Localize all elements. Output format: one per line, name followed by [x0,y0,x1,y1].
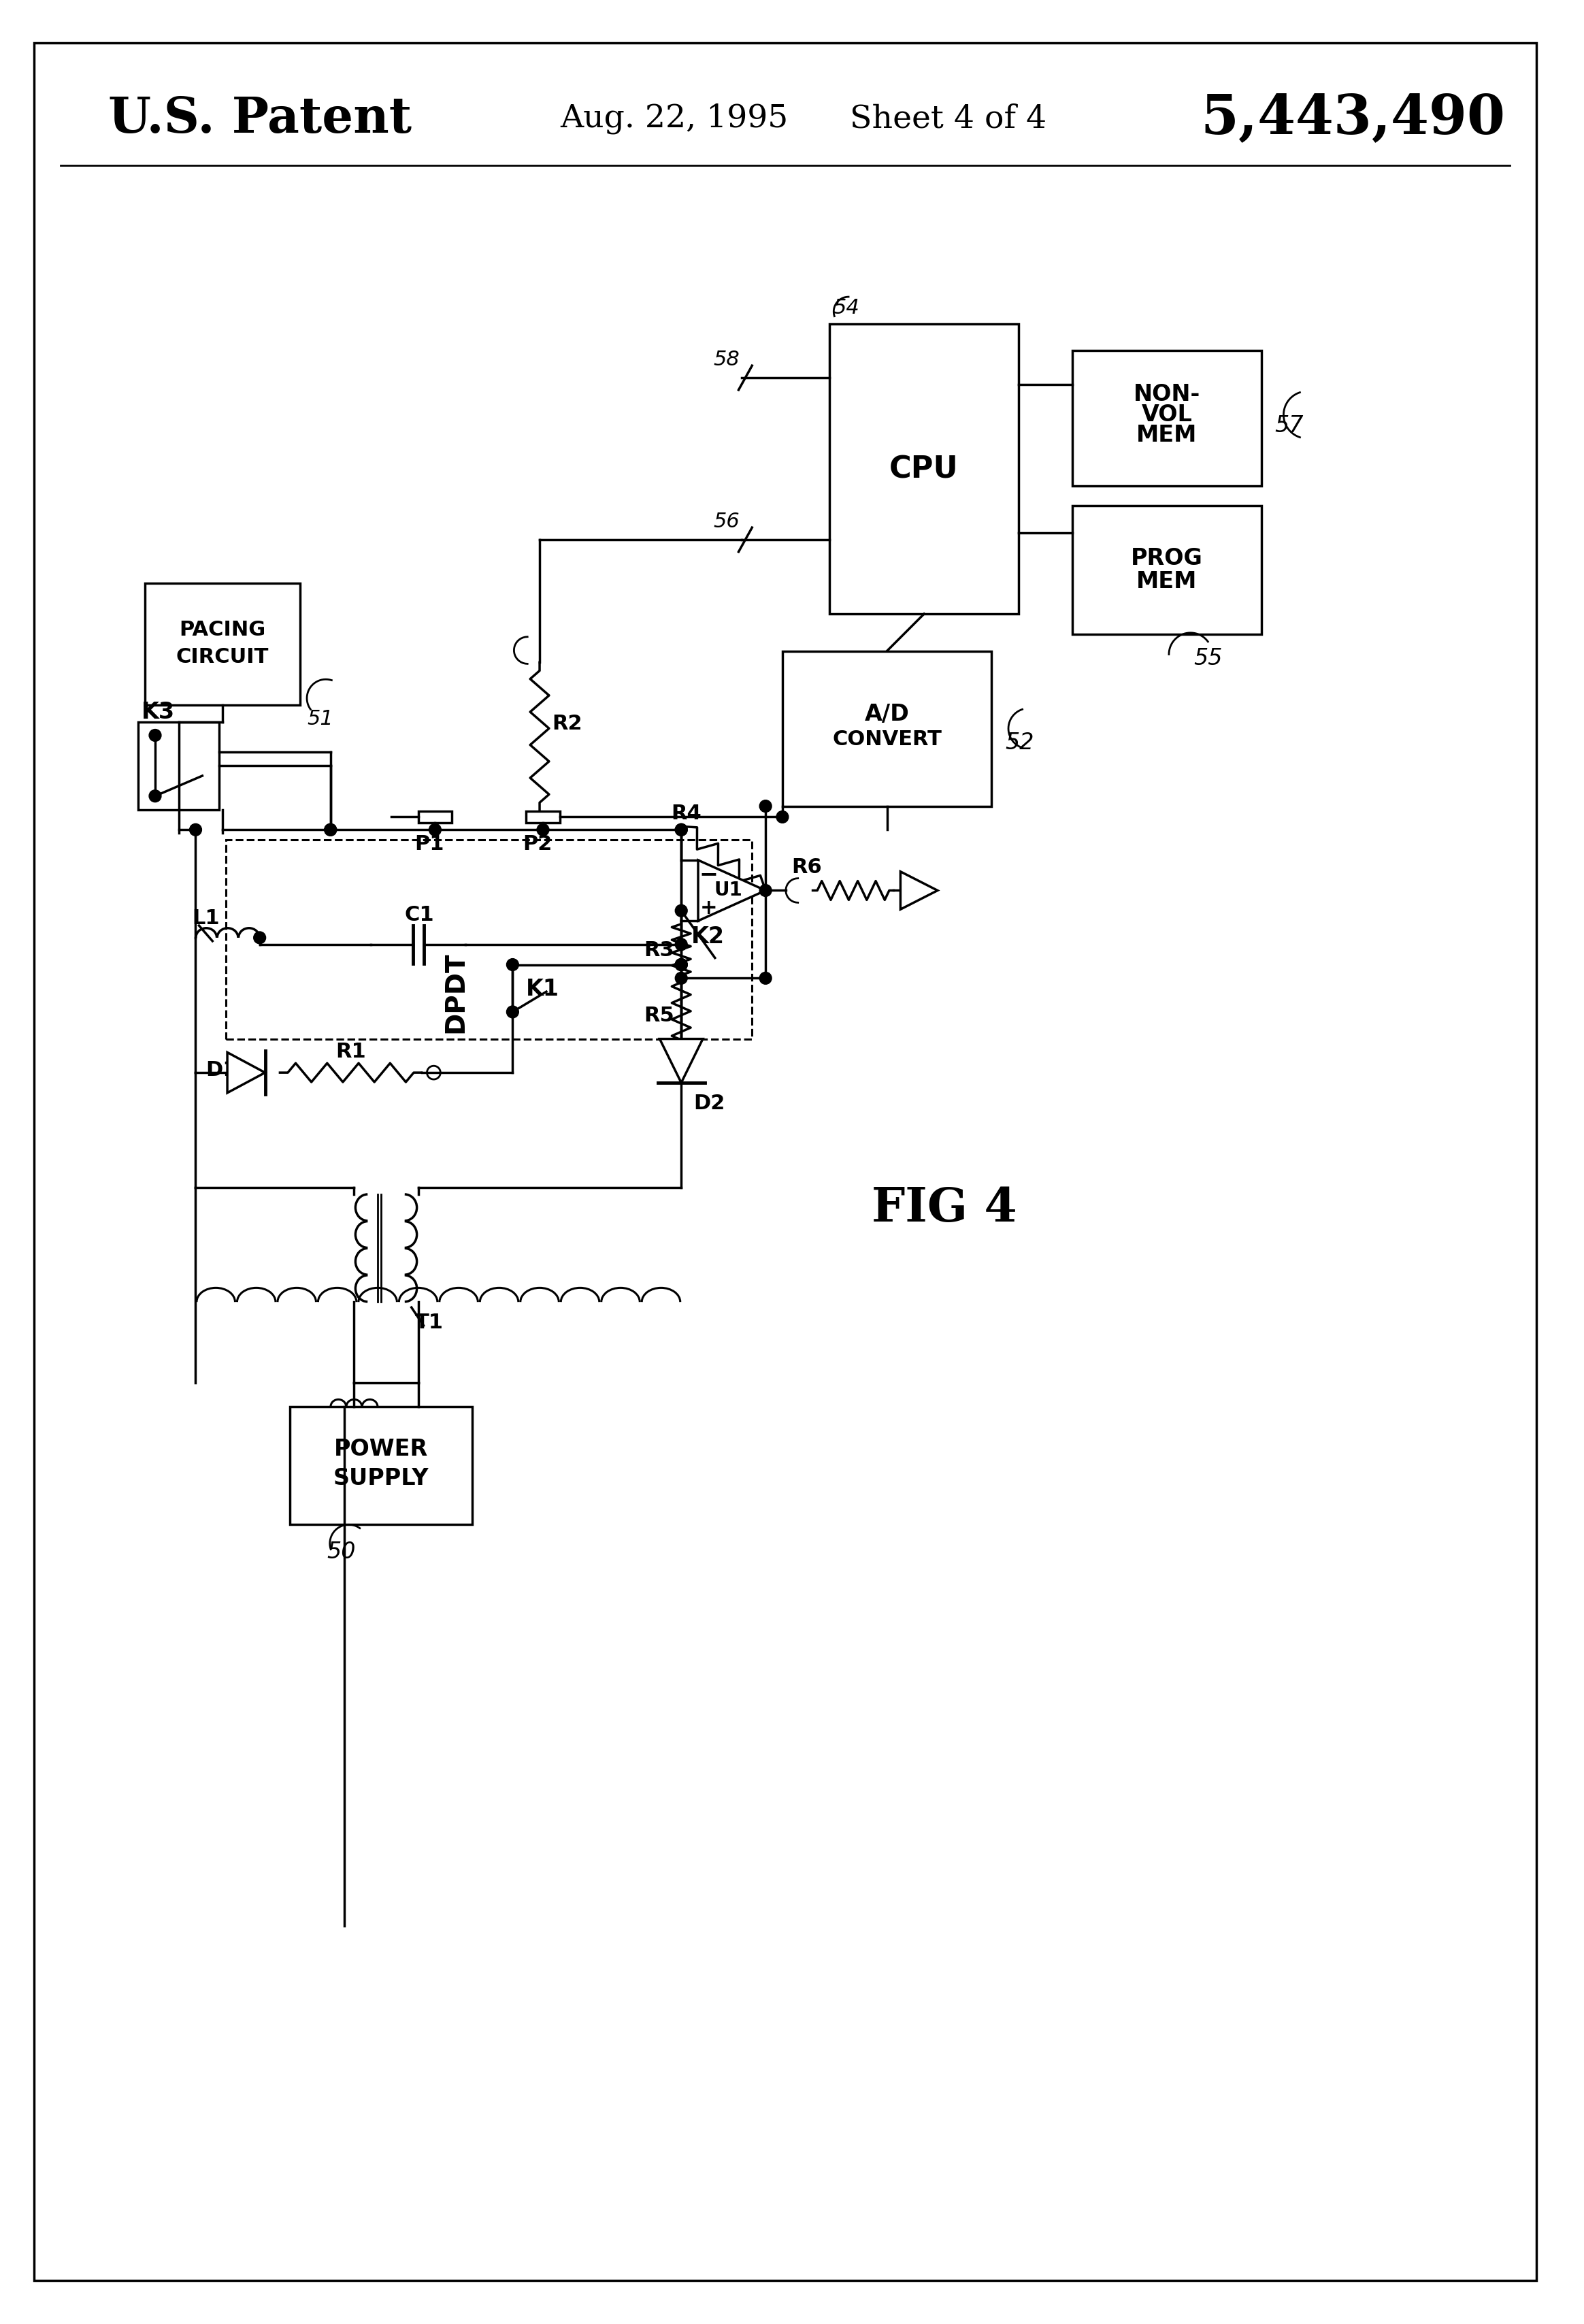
Text: 52: 52 [1004,732,1034,753]
Circle shape [675,825,687,837]
Text: DPDT: DPDT [442,951,469,1032]
Text: POWER: POWER [334,1439,428,1459]
Text: 51: 51 [307,709,333,730]
Bar [146,583,299,706]
Polygon shape [659,1039,703,1083]
Text: T1: T1 [415,1313,444,1332]
Bar [782,651,992,806]
Bar [418,811,451,823]
Text: K3: K3 [141,702,176,723]
Circle shape [537,825,550,837]
Text: 58: 58 [714,349,740,370]
Text: 55: 55 [1194,646,1223,669]
Text: P1: P1 [415,834,445,853]
Circle shape [776,811,789,823]
Text: VOL: VOL [1142,404,1193,425]
Text: R4: R4 [672,804,702,823]
Text: FIG 4: FIG 4 [871,1185,1017,1232]
Text: L1: L1 [192,909,220,927]
Circle shape [190,825,201,837]
Polygon shape [228,1053,265,1092]
Circle shape [429,825,440,837]
Circle shape [149,730,162,741]
Text: PROG: PROG [1131,546,1202,569]
Polygon shape [699,860,765,920]
Circle shape [507,1006,518,1018]
Text: MEM: MEM [1136,423,1198,446]
Circle shape [759,971,771,985]
Circle shape [675,960,687,971]
Circle shape [675,939,687,951]
Text: U.S. Patent: U.S. Patent [108,95,412,142]
Text: R5: R5 [645,1006,675,1025]
Circle shape [759,799,771,813]
Circle shape [675,825,687,837]
Text: 57: 57 [1275,414,1304,437]
Circle shape [675,960,687,971]
Text: R1: R1 [336,1041,366,1062]
Circle shape [675,971,687,985]
Bar [1072,507,1261,634]
Circle shape [759,885,771,897]
Bar [290,1406,472,1525]
Text: +: + [700,897,718,918]
Text: R2: R2 [551,713,581,734]
Text: D2: D2 [694,1095,725,1113]
Bar [138,723,219,811]
Text: CIRCUIT: CIRCUIT [176,646,269,667]
Circle shape [675,960,687,971]
Text: −: − [700,862,719,885]
Text: D1: D1 [206,1060,238,1078]
Circle shape [325,825,336,837]
Bar [227,841,752,1039]
Circle shape [675,904,687,918]
Text: MEM: MEM [1136,569,1198,593]
Text: NON-: NON- [1134,383,1201,407]
Text: P2: P2 [523,834,553,853]
Text: CPU: CPU [890,456,958,483]
Text: K2: K2 [691,925,725,948]
Circle shape [507,960,518,971]
Text: CONVERT: CONVERT [832,730,942,748]
Text: R6: R6 [790,858,822,876]
Text: SUPPLY: SUPPLY [333,1466,429,1490]
Text: 5,443,490: 5,443,490 [1201,93,1505,144]
Text: 54: 54 [833,297,860,318]
Text: Sheet 4 of 4: Sheet 4 of 4 [851,102,1047,135]
Text: C1: C1 [404,904,434,925]
Polygon shape [900,871,938,909]
Bar [526,811,559,823]
Circle shape [253,932,266,944]
Bar [1072,351,1261,486]
Circle shape [149,790,162,802]
Text: A/D: A/D [865,702,909,725]
Circle shape [325,825,336,837]
Text: R3: R3 [645,939,675,960]
Text: K1: K1 [526,978,559,999]
Text: U1: U1 [714,881,743,899]
Text: 56: 56 [714,511,740,532]
Text: 50: 50 [328,1541,356,1564]
Text: Aug. 22, 1995: Aug. 22, 1995 [559,102,787,135]
Bar [830,325,1019,614]
Text: PACING: PACING [179,621,266,639]
